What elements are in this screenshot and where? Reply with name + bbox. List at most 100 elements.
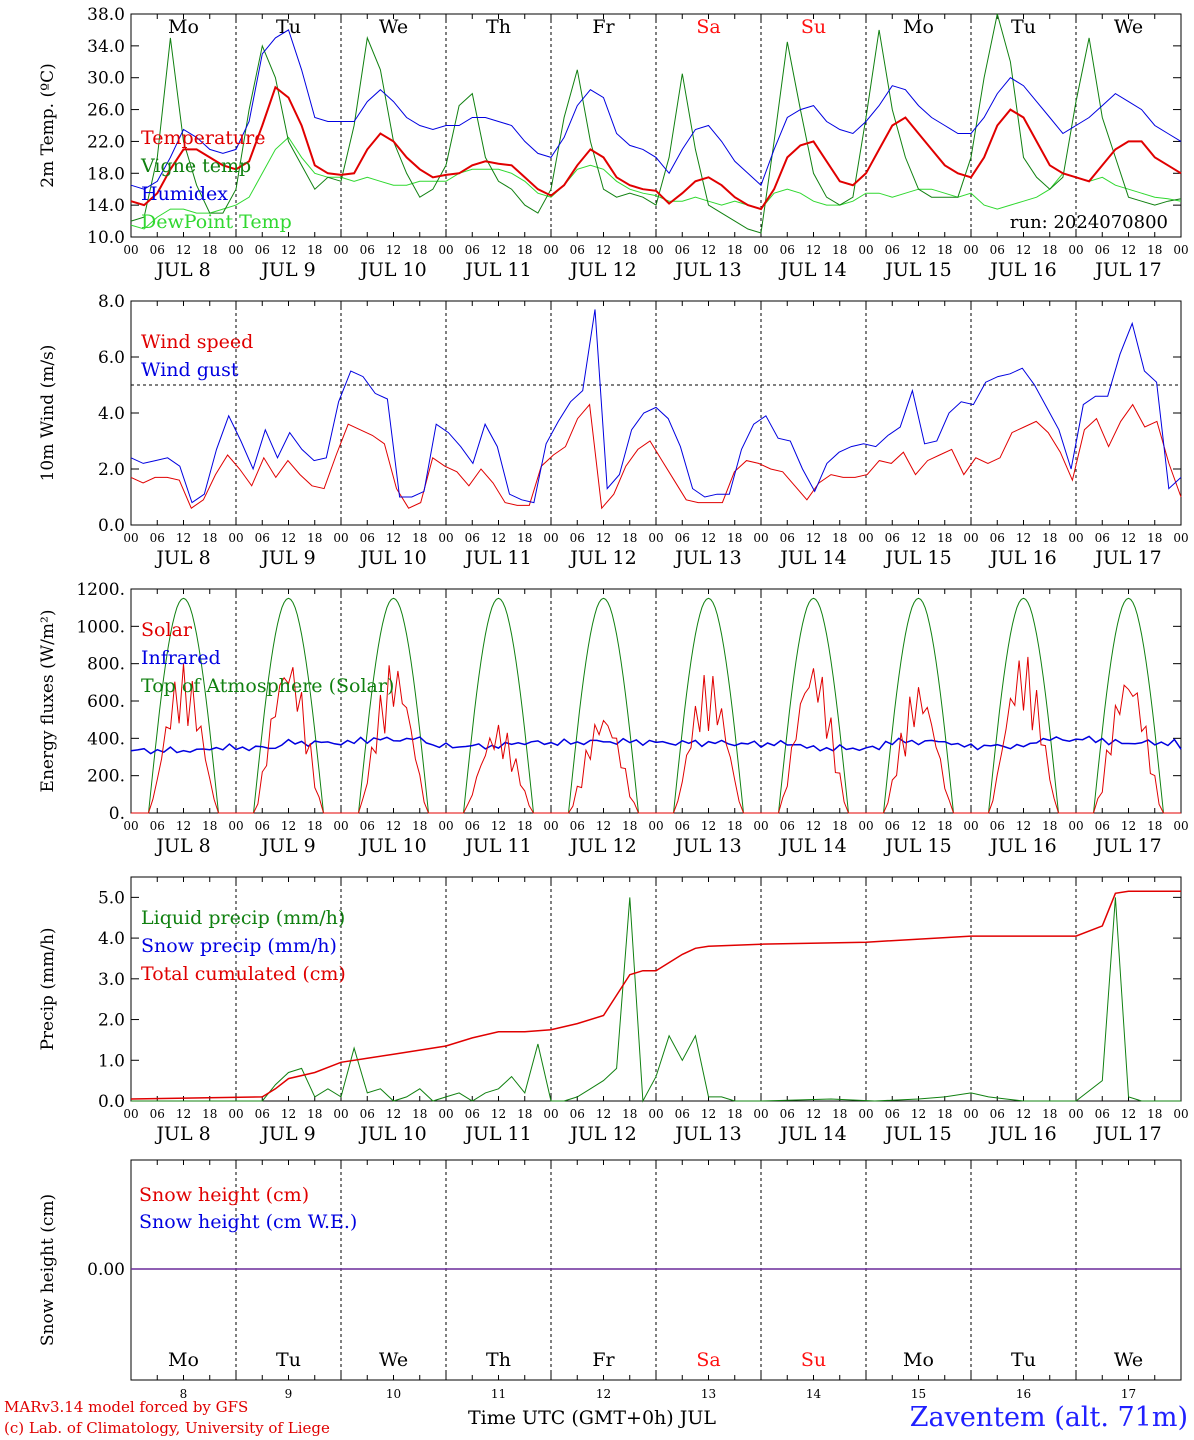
hour-tick-label: 06 [150, 1107, 165, 1121]
hour-tick-label: 00 [858, 531, 873, 545]
y-tick-label: 38.0 [87, 5, 125, 25]
legend-entry: Total cumulated (cm) [141, 963, 346, 985]
hour-tick-label: 00 [1173, 531, 1188, 545]
hour-tick-label: 06 [1095, 1107, 1110, 1121]
date-label: JUL 14 [778, 547, 846, 569]
date-label: JUL 9 [259, 259, 315, 281]
date-label: JUL 11 [463, 835, 531, 857]
date-label: JUL 13 [673, 1123, 741, 1145]
weekday-label: Fr [592, 1349, 615, 1371]
hour-tick-label: 12 [491, 1107, 506, 1121]
series-line-total-cumulated [130, 890, 1181, 1100]
hour-tick-label: 18 [412, 819, 427, 833]
weekday-label: We [379, 1349, 408, 1371]
date-label: JUL 15 [883, 259, 951, 281]
hour-tick-label: 06 [465, 1107, 480, 1121]
hour-tick-label: 00 [963, 243, 978, 257]
y-tick-label: 800. [87, 655, 125, 675]
hour-tick-label: 06 [465, 243, 480, 257]
date-label: JUL 15 [883, 1123, 951, 1145]
y-tick-label: 2.0 [98, 460, 125, 480]
date-label: JUL 12 [568, 547, 636, 569]
hour-tick-label: 06 [780, 531, 795, 545]
hour-tick-label: 00 [648, 1107, 663, 1121]
hour-tick-label: 18 [937, 1107, 952, 1121]
y-tick-label: 1.0 [98, 1051, 125, 1071]
hour-tick-label: 12 [281, 243, 296, 257]
hour-tick-label: 18 [832, 243, 847, 257]
date-label: JUL 8 [154, 835, 210, 857]
hour-tick-label: 06 [1095, 531, 1110, 545]
hour-tick-label: 00 [123, 819, 138, 833]
legend-entry: Wind gust [141, 359, 239, 381]
hour-tick-label: 00 [123, 243, 138, 257]
y-tick-label: 0. [109, 804, 125, 824]
weekday-label: Mo [168, 1349, 199, 1371]
hour-tick-label: 00 [543, 531, 558, 545]
weekday-label: Mo [903, 1349, 934, 1371]
date-label: JUL 8 [154, 547, 210, 569]
weekday-label: Th [486, 16, 511, 38]
hour-tick-label: 00 [543, 1107, 558, 1121]
y-tick-label: 400. [87, 729, 125, 749]
weekday-label: We [1114, 16, 1143, 38]
hour-tick-label: 12 [386, 531, 401, 545]
hour-tick-label: 18 [1147, 531, 1162, 545]
hour-tick-label: 12 [701, 819, 716, 833]
legend-entry: Snow height (cm W.E.) [139, 1211, 357, 1233]
legend-entry: Wind speed [141, 331, 253, 353]
date-label: JUL 16 [988, 1123, 1056, 1145]
hour-tick-label: 00 [648, 243, 663, 257]
hour-tick-label: 12 [701, 531, 716, 545]
hour-tick-label: 12 [911, 243, 926, 257]
hour-tick-label: 06 [570, 819, 585, 833]
date-label: JUL 11 [463, 547, 531, 569]
x-axis-label: Time UTC (GMT+0h) JUL [468, 1407, 716, 1429]
hour-tick-label: 18 [622, 819, 637, 833]
legend-entry: Snow height (cm) [139, 1184, 309, 1206]
hour-tick-label: 00 [1068, 531, 1083, 545]
y-tick-label: 200. [87, 767, 125, 787]
y-tick-label: 2.0 [98, 1011, 125, 1031]
hour-tick-label: 00 [858, 243, 873, 257]
legend-entry: Top of Atmosphere (Solar) [141, 675, 394, 697]
hour-tick-label: 18 [727, 243, 742, 257]
hour-tick-label: 18 [1147, 1107, 1162, 1121]
date-label: JUL 10 [358, 547, 426, 569]
hour-tick-label: 00 [228, 243, 243, 257]
hour-tick-label: 06 [1095, 243, 1110, 257]
hour-tick-label: 06 [675, 819, 690, 833]
hour-tick-label: 18 [307, 243, 322, 257]
y-tick-label: 26.0 [87, 101, 125, 121]
hour-tick-label: 18 [1042, 1107, 1057, 1121]
hour-tick-label: 00 [543, 819, 558, 833]
weekday-label: Mo [168, 16, 199, 38]
y-tick-label: 1200. [76, 580, 125, 600]
hour-tick-label: 06 [570, 531, 585, 545]
hour-tick-label: 00 [753, 819, 768, 833]
hour-tick-label: 06 [990, 819, 1005, 833]
y-tick-label: 10.0 [87, 228, 125, 248]
day-number-label: 14 [806, 1387, 822, 1401]
hour-tick-label: 00 [228, 1107, 243, 1121]
model-credit-line: MARv3.14 model forced by GFS [4, 1398, 249, 1416]
date-label: JUL 15 [883, 835, 951, 857]
hour-tick-label: 12 [281, 819, 296, 833]
date-label: JUL 17 [1093, 547, 1161, 569]
day-number-label: 11 [491, 1387, 506, 1401]
hour-tick-label: 12 [491, 243, 506, 257]
hour-tick-label: 06 [675, 1107, 690, 1121]
hour-tick-label: 06 [990, 243, 1005, 257]
hour-tick-label: 06 [675, 243, 690, 257]
weekday-label: Tu [1011, 1349, 1036, 1371]
y-axis-label: 10m Wind (m/s) [38, 345, 58, 482]
date-label: JUL 13 [673, 259, 741, 281]
date-label: JUL 9 [259, 547, 315, 569]
hour-tick-label: 06 [570, 1107, 585, 1121]
hour-tick-label: 12 [281, 531, 296, 545]
hour-tick-label: 06 [360, 1107, 375, 1121]
weekday-label: Th [486, 1349, 511, 1371]
hour-tick-label: 06 [885, 531, 900, 545]
date-label: JUL 12 [568, 1123, 636, 1145]
